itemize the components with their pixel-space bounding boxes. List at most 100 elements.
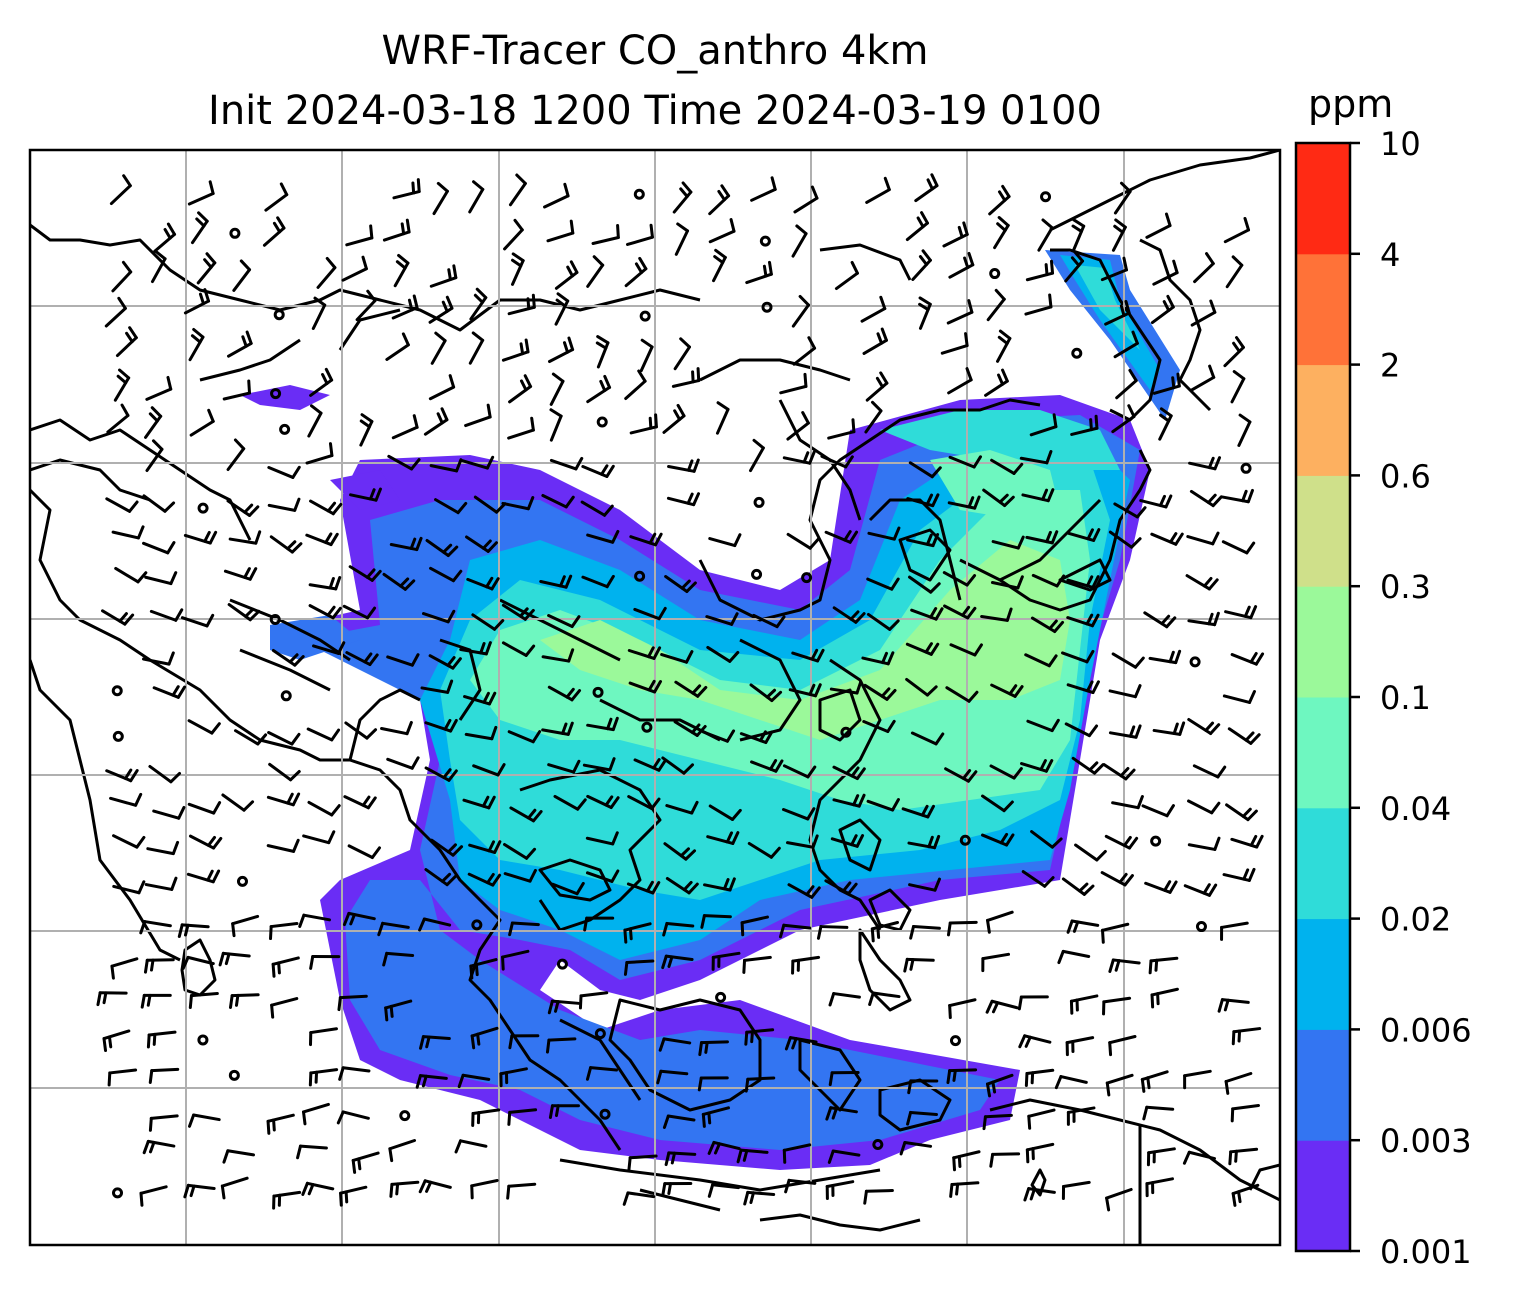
wind-barbs bbox=[96, 173, 1265, 1212]
wind-barb bbox=[1111, 404, 1136, 434]
wind-barb bbox=[312, 641, 346, 655]
wind-barb bbox=[547, 999, 580, 1015]
wind-barb bbox=[1139, 494, 1173, 509]
wind-barb bbox=[503, 868, 537, 883]
wind-barb bbox=[982, 488, 1015, 508]
wind-barb bbox=[744, 1076, 776, 1093]
gridlines bbox=[30, 150, 1280, 1245]
wind-barb bbox=[231, 914, 260, 938]
wind-barb bbox=[1111, 218, 1127, 252]
wind-barb bbox=[908, 461, 942, 479]
wind-barb bbox=[664, 1151, 697, 1167]
wind-barb bbox=[633, 606, 667, 621]
wind-barb bbox=[222, 1149, 256, 1164]
wind-barb bbox=[989, 268, 1001, 280]
wind-barb bbox=[1066, 680, 1100, 695]
wind-barb bbox=[355, 289, 377, 322]
wind-barb bbox=[387, 454, 421, 471]
wind-barb bbox=[863, 683, 897, 701]
wind-barb bbox=[1111, 652, 1145, 669]
wind-barb bbox=[309, 955, 341, 970]
wind-barb bbox=[188, 834, 223, 850]
wind-barb bbox=[459, 641, 492, 656]
wind-barb bbox=[1225, 255, 1244, 289]
wind-barb bbox=[1148, 956, 1179, 975]
wind-barb bbox=[1025, 259, 1055, 282]
wind-barb bbox=[750, 759, 784, 773]
wind-barb bbox=[541, 648, 575, 663]
wind-barb bbox=[271, 956, 300, 978]
wind-barb bbox=[1021, 488, 1055, 503]
wind-barb bbox=[228, 530, 262, 545]
colorbar-band bbox=[1296, 475, 1350, 587]
wind-barb bbox=[1220, 921, 1249, 941]
wind-barb bbox=[222, 379, 252, 401]
wind-barb bbox=[701, 729, 736, 743]
wind-barb bbox=[541, 721, 574, 736]
wind-barb bbox=[1183, 1069, 1212, 1090]
wind-barb bbox=[1066, 613, 1100, 628]
wind-barb bbox=[868, 991, 901, 1006]
wind-barb bbox=[1182, 1150, 1216, 1165]
wind-barb bbox=[666, 492, 701, 507]
wind-barb bbox=[1224, 605, 1258, 620]
wind-barb bbox=[1071, 756, 1105, 775]
wind-barb bbox=[986, 910, 1014, 934]
wind-barb bbox=[627, 646, 662, 660]
wind-barb bbox=[749, 683, 783, 703]
wind-barb bbox=[153, 222, 177, 253]
wind-barb bbox=[146, 840, 180, 856]
wind-barb bbox=[114, 566, 148, 584]
wind-barb bbox=[266, 1113, 295, 1135]
wind-barb bbox=[990, 458, 1024, 475]
wind-barb bbox=[112, 730, 124, 742]
wind-barb bbox=[1187, 836, 1221, 851]
wind-barb bbox=[144, 876, 178, 891]
wind-barb bbox=[308, 1027, 338, 1047]
wind-barb bbox=[779, 923, 812, 939]
wind-barb bbox=[753, 496, 765, 508]
chart-subtitle: Init 2024-03-18 1200 Time 2024-03-19 010… bbox=[208, 88, 1102, 134]
wind-barb bbox=[298, 913, 331, 928]
wind-barb bbox=[1221, 488, 1254, 504]
wind-barb bbox=[305, 532, 339, 547]
wind-barb bbox=[472, 763, 506, 777]
wind-barb bbox=[424, 868, 458, 887]
wind-barb bbox=[462, 795, 496, 810]
wind-barb bbox=[944, 767, 978, 783]
wind-barb bbox=[1105, 1073, 1134, 1097]
wind-barb bbox=[907, 834, 941, 850]
wind-barb bbox=[866, 798, 900, 812]
wind-barb bbox=[786, 532, 820, 550]
wind-barb bbox=[981, 832, 1015, 847]
wind-barb bbox=[989, 1152, 1021, 1168]
wind-barb bbox=[1225, 803, 1258, 822]
wind-barb bbox=[227, 330, 253, 358]
wind-barb bbox=[1026, 718, 1060, 733]
wind-barb bbox=[865, 176, 891, 204]
wind-barb bbox=[188, 327, 205, 362]
wind-barb bbox=[1237, 413, 1252, 447]
wind-barb bbox=[223, 567, 258, 581]
wind-barb bbox=[554, 292, 570, 326]
wind-barb bbox=[506, 1182, 537, 1200]
wind-barb bbox=[703, 877, 736, 892]
wind-barb bbox=[825, 1180, 855, 1201]
wind-barb bbox=[949, 1181, 980, 1198]
wind-barb bbox=[700, 914, 732, 929]
wind-barb bbox=[111, 685, 123, 697]
wind-barb bbox=[464, 725, 498, 741]
wind-barb bbox=[751, 568, 763, 580]
wind-barb bbox=[990, 575, 1024, 590]
wind-barb bbox=[309, 499, 343, 516]
wind-barb bbox=[1189, 489, 1223, 508]
wind-barb bbox=[827, 1149, 861, 1164]
colorbar-tick-label: 0.1 bbox=[1380, 679, 1431, 717]
wind-barb bbox=[1018, 1034, 1052, 1049]
wind-barb bbox=[870, 920, 900, 943]
wind-barb bbox=[112, 1187, 124, 1199]
wind-barb bbox=[424, 766, 458, 782]
wind-barb bbox=[269, 613, 281, 625]
wind-barb bbox=[180, 613, 215, 628]
wind-barb bbox=[389, 536, 423, 552]
